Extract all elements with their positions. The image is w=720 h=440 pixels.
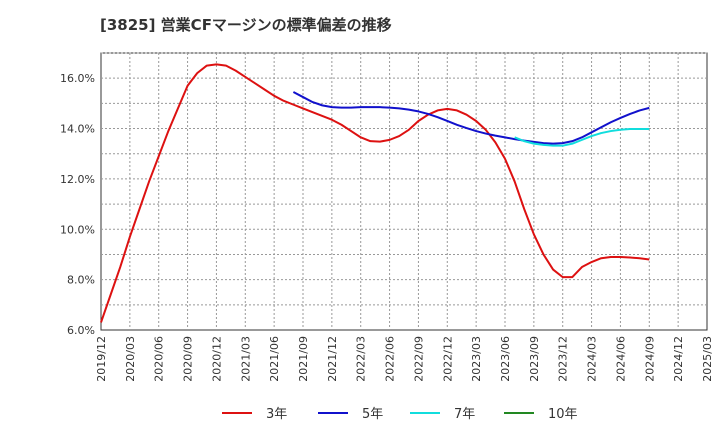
x-tick-label: 2021/06 <box>268 336 281 382</box>
x-tick-label: 2023/09 <box>528 336 541 382</box>
y-tick-label: 16.0% <box>60 72 95 85</box>
x-tick-label: 2020/09 <box>182 336 195 382</box>
legend-label-1: 3年 <box>266 407 287 422</box>
x-tick-label: 2020/12 <box>210 336 223 382</box>
x-tick-label: 2020/06 <box>153 336 166 382</box>
series-lines <box>100 63 650 323</box>
x-tick-label: 2022/06 <box>384 336 397 382</box>
x-tick-label: 2022/03 <box>355 336 368 382</box>
x-tick-label: 2020/03 <box>124 336 137 382</box>
y-axis-ticks: 6.0% 8.0% 10.0% 12.0% 14.0% 16.0% <box>60 72 95 337</box>
y-tick-label: 6.0% <box>67 324 95 337</box>
x-tick-label: 2024/12 <box>672 336 685 382</box>
y-tick-label: 14.0% <box>60 123 95 136</box>
x-tick-label: 2023/03 <box>470 336 483 382</box>
legend-label-2: 5年 <box>362 407 383 422</box>
x-tick-label: 2024/06 <box>614 336 627 382</box>
series-line-3 <box>514 128 650 147</box>
x-tick-label: 2024/09 <box>643 336 656 382</box>
chart-title: [3825] 営業CFマージンの標準偏差の推移 <box>100 16 392 34</box>
legend-label-3: 7年 <box>454 407 475 422</box>
y-tick-label: 8.0% <box>67 274 95 287</box>
x-tick-label: 2021/03 <box>239 336 252 382</box>
grid <box>101 52 707 330</box>
x-tick-label: 2023/06 <box>499 336 512 382</box>
legend: 3年 5年 7年 10年 <box>222 407 578 422</box>
series-line-2 <box>292 91 650 145</box>
y-tick-label: 10.0% <box>60 223 95 236</box>
x-tick-label: 2022/12 <box>441 336 454 382</box>
x-axis-ticks: 2019/12 2020/03 2020/06 2020/09 2020/12 2021/… <box>95 336 714 382</box>
x-tick-label: 2024/03 <box>586 336 599 382</box>
y-tick-label: 12.0% <box>60 173 95 186</box>
x-tick-label: 2021/12 <box>326 336 339 382</box>
x-tick-label: 2021/09 <box>297 336 310 382</box>
x-tick-label: 2019/12 <box>95 336 108 382</box>
legend-label-4: 10年 <box>548 407 578 422</box>
x-tick-label: 2025/03 <box>701 336 714 382</box>
series-line-1 <box>100 63 650 323</box>
x-tick-label: 2023/12 <box>557 336 570 382</box>
plot-area <box>100 52 708 331</box>
x-tick-label: 2022/09 <box>412 336 425 382</box>
